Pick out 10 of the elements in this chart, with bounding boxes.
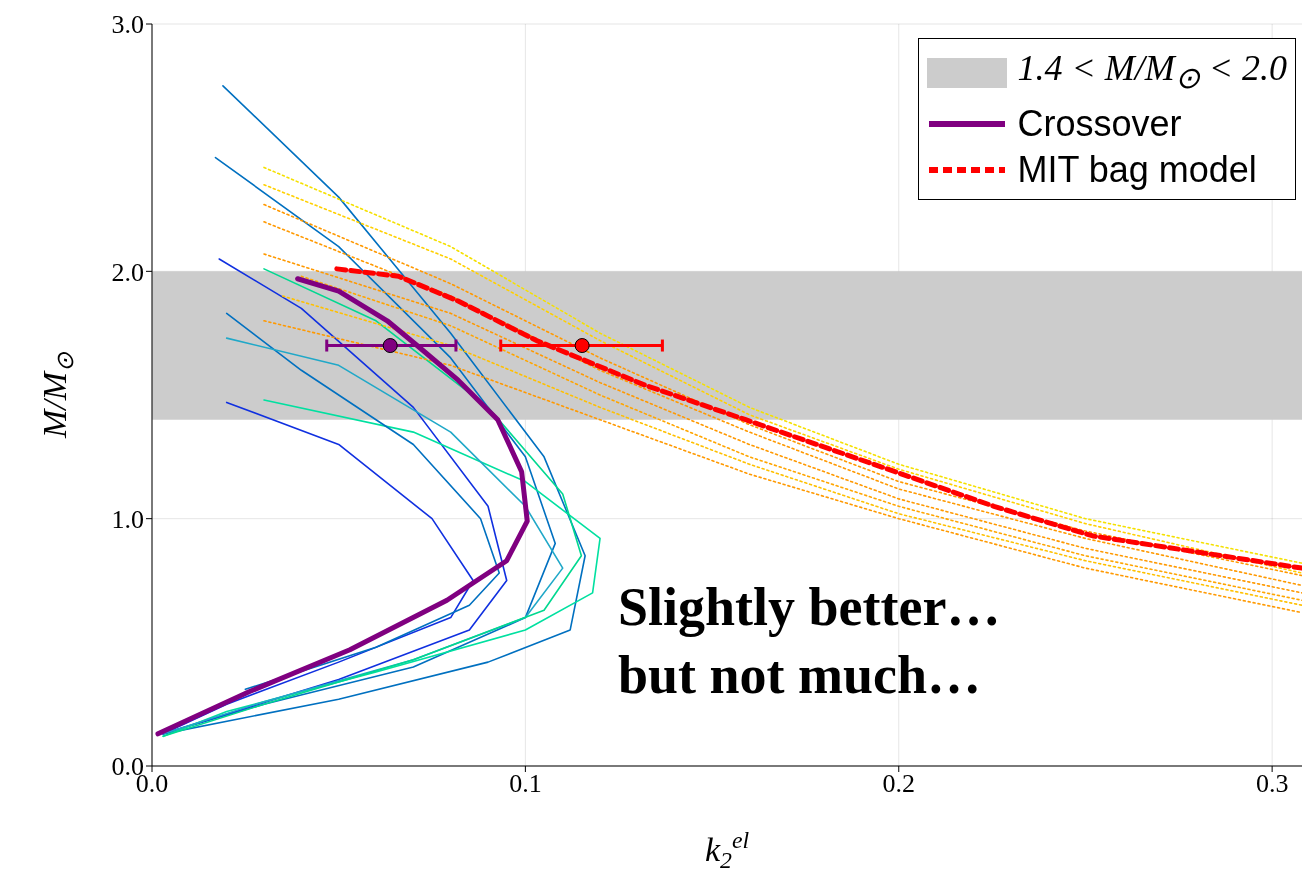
x-tick-label: 0.1 bbox=[509, 769, 542, 799]
legend-label: 1.4 < M/M$_{⊙}$ < 2.0 bbox=[1017, 48, 1287, 95]
y-tick-label: 2.0 bbox=[111, 257, 144, 287]
y-tick-label: 3.0 bbox=[111, 10, 144, 40]
y-tick-label: 1.0 bbox=[111, 504, 144, 534]
legend-label: Crossover bbox=[1017, 102, 1182, 147]
legend-label: MIT bag model bbox=[1017, 148, 1257, 193]
x-tick-label: 0.3 bbox=[1255, 769, 1289, 799]
annotation: Slightly better… but not much… bbox=[618, 576, 1002, 707]
x-tick-label: 0.2 bbox=[882, 769, 915, 799]
